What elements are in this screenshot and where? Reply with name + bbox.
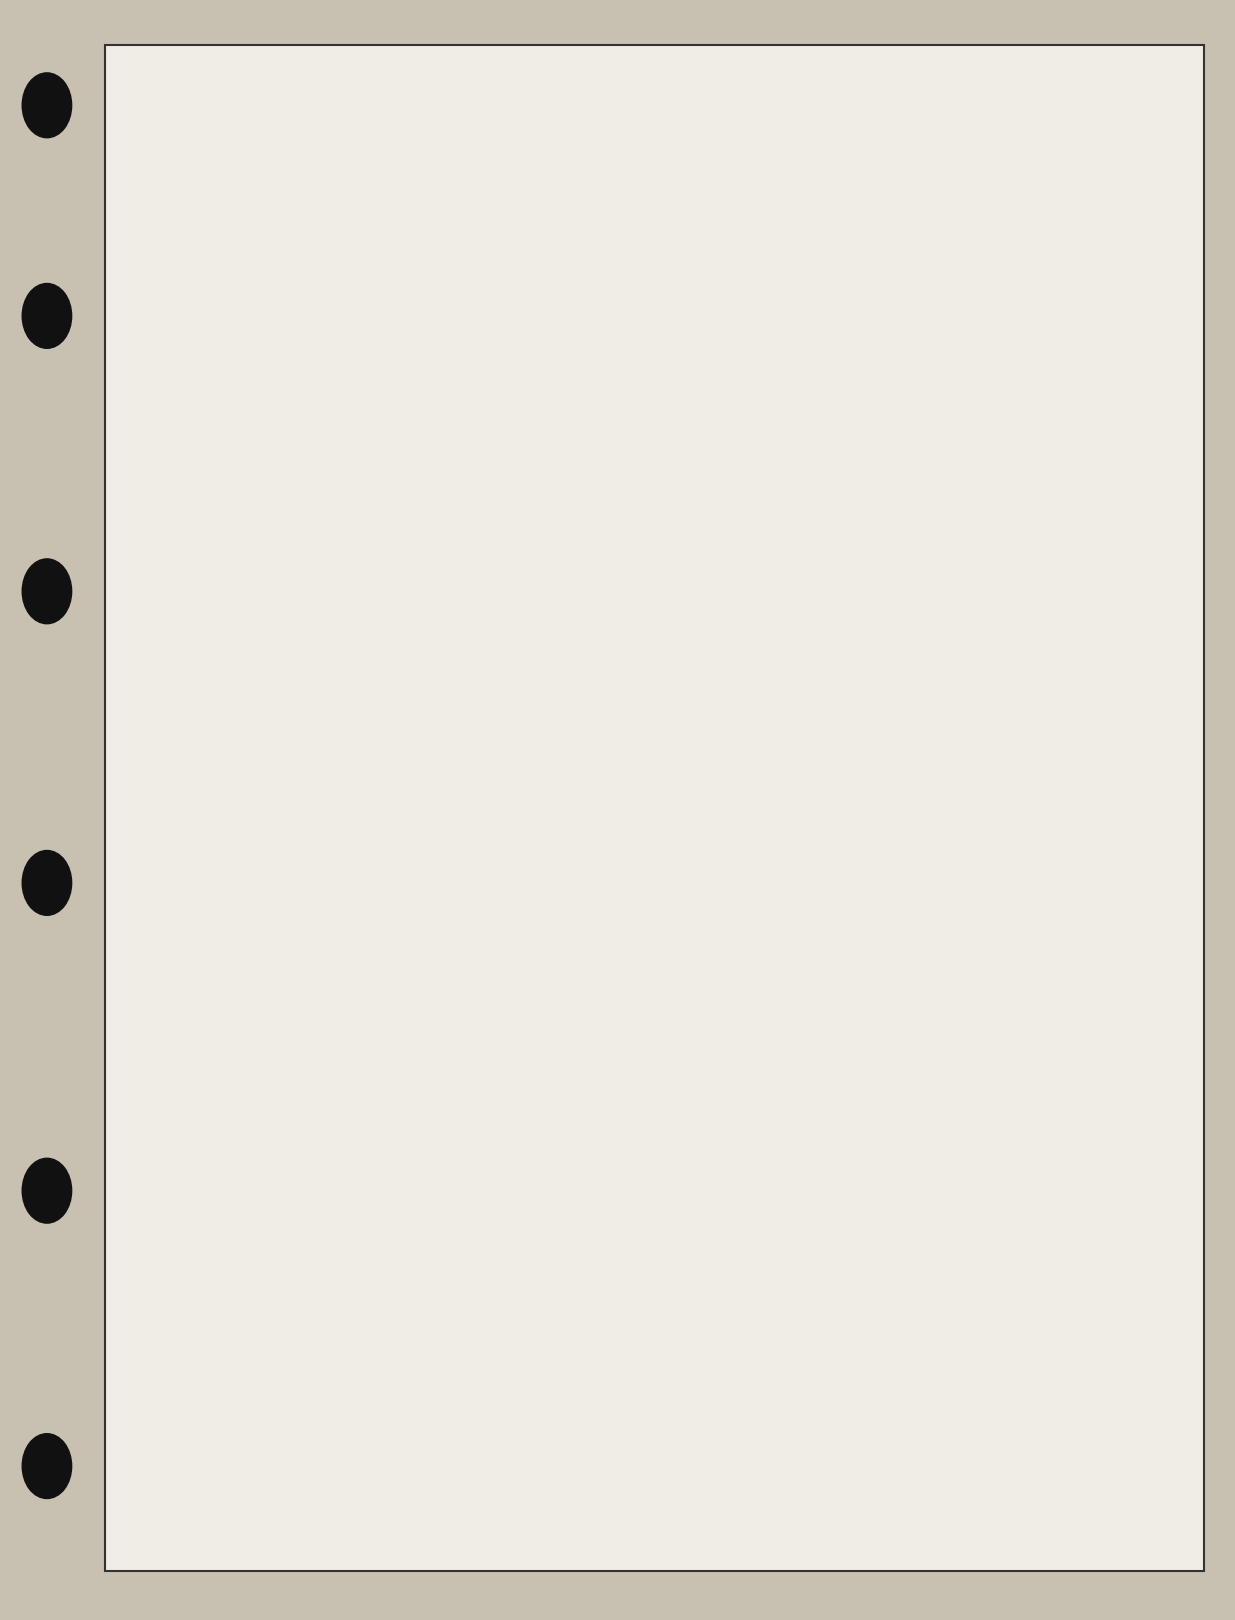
Text: PF36-3909-20ZE-2: PF36-3909-20ZE-2 [790,552,988,570]
Text: NavWeps 03-30CH-47: NavWeps 03-30CH-47 [969,68,1155,83]
Text: PF36-3909-15ZE-2: PF36-3909-15ZE-2 [790,483,988,501]
Text: PF36-3909-30ZE-2: PF36-3909-30ZE-2 [790,692,988,710]
Text: AA-19032-3  MOTORPUMP: AA-19032-3 MOTORPUMP [473,928,873,954]
Text: (PF36-3909-30S453-2): (PF36-3909-30S453-2) [555,831,792,849]
Text: PF10-3909-20S268-2: PF10-3909-20S268-2 [224,552,443,570]
Text: MODELS: MODELS [618,424,729,447]
Text: This publication replaces NavWeps 03-30CH-47: This publication replaces NavWeps 03-30C… [496,1090,850,1103]
Text: Published by direction of: Published by direction of [580,1281,766,1294]
Text: 1 January 1963: 1 January 1963 [989,1541,1155,1558]
Text: HYDRAULIC PUMP ASSEMBLY: HYDRAULIC PUMP ASSEMBLY [346,340,1000,377]
Text: 549205-1: 549205-1 [624,761,722,779]
Text: Illustrated: Illustrated [588,162,758,193]
Text: PF36-3909-15S216-2: PF36-3909-15S216-2 [224,692,443,710]
Text: (Vickers): (Vickers) [632,1006,714,1024]
Text: dated 15 December 1960: dated 15 December 1960 [580,1139,766,1152]
Text: PF10-3909-15S268-2: PF10-3909-15S268-2 [224,483,443,501]
Text: PF10-3909-20Z-S342-2: PF10-3909-20Z-S342-2 [212,622,454,640]
Text: The Chief of the Bureau of Naval Weapons: The Chief of the Bureau of Naval Weapons [516,1330,830,1343]
Text: Parts Breakdown: Parts Breakdown [534,230,813,261]
Text: PF36-3909-25ZE-2: PF36-3909-25ZE-2 [790,622,988,640]
